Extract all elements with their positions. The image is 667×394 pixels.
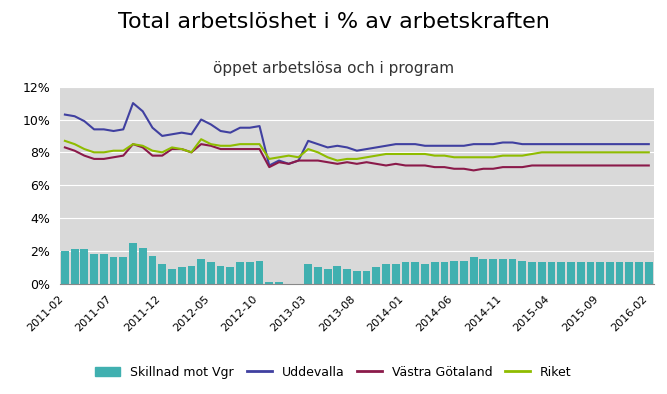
- Bar: [109, 257, 117, 284]
- Bar: [246, 262, 253, 284]
- Bar: [304, 264, 312, 284]
- Bar: [440, 262, 448, 284]
- Bar: [71, 249, 79, 284]
- Bar: [558, 262, 565, 284]
- Bar: [431, 262, 439, 284]
- Bar: [158, 264, 166, 284]
- Bar: [586, 262, 594, 284]
- Bar: [518, 261, 526, 284]
- Bar: [119, 257, 127, 284]
- Bar: [255, 261, 263, 284]
- Bar: [265, 282, 273, 284]
- Bar: [334, 266, 342, 284]
- Bar: [577, 262, 584, 284]
- Bar: [236, 262, 244, 284]
- Bar: [616, 262, 624, 284]
- Bar: [635, 262, 643, 284]
- Bar: [626, 262, 633, 284]
- Bar: [197, 259, 205, 284]
- Bar: [450, 261, 458, 284]
- Bar: [61, 251, 69, 284]
- Bar: [382, 264, 390, 284]
- Bar: [139, 247, 147, 284]
- Bar: [470, 257, 478, 284]
- Bar: [460, 261, 468, 284]
- Legend: Skillnad mot Vgr, Uddevalla, Västra Götaland, Riket: Skillnad mot Vgr, Uddevalla, Västra Göta…: [91, 361, 576, 384]
- Bar: [480, 259, 488, 284]
- Bar: [207, 262, 215, 284]
- Bar: [149, 256, 156, 284]
- Bar: [499, 259, 507, 284]
- Bar: [421, 264, 429, 284]
- Bar: [178, 267, 185, 284]
- Bar: [168, 269, 176, 284]
- Bar: [538, 262, 546, 284]
- Bar: [363, 271, 370, 284]
- Bar: [372, 267, 380, 284]
- Bar: [528, 262, 536, 284]
- Bar: [129, 243, 137, 284]
- Text: Total arbetslöshet i % av arbetskraften: Total arbetslöshet i % av arbetskraften: [117, 12, 550, 32]
- Bar: [217, 266, 225, 284]
- Bar: [489, 259, 497, 284]
- Bar: [596, 262, 604, 284]
- Bar: [323, 269, 331, 284]
- Bar: [275, 282, 283, 284]
- Bar: [81, 249, 88, 284]
- Bar: [90, 254, 98, 284]
- Bar: [353, 271, 361, 284]
- Bar: [402, 262, 410, 284]
- Bar: [187, 266, 195, 284]
- Bar: [226, 267, 234, 284]
- Bar: [509, 259, 516, 284]
- Bar: [100, 254, 107, 284]
- Bar: [606, 262, 614, 284]
- Bar: [344, 269, 351, 284]
- Text: öppet arbetslösa och i program: öppet arbetslösa och i program: [213, 61, 454, 76]
- Bar: [314, 267, 321, 284]
- Bar: [645, 262, 653, 284]
- Bar: [548, 262, 556, 284]
- Bar: [412, 262, 419, 284]
- Bar: [392, 264, 400, 284]
- Bar: [567, 262, 575, 284]
